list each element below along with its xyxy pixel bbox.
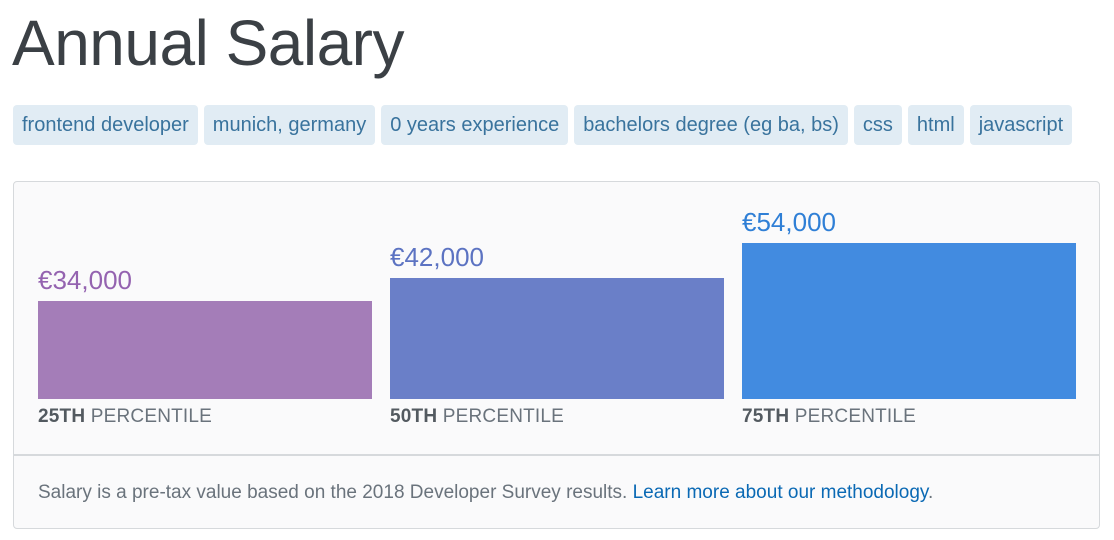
tag-education[interactable]: bachelors degree (eg ba, bs) xyxy=(574,105,848,145)
percentile-rank: 50TH xyxy=(390,406,438,427)
salary-bar xyxy=(742,243,1076,399)
tag-html[interactable]: html xyxy=(907,105,964,145)
percentile-label: 75TH PERCENTILE xyxy=(742,406,917,427)
salary-bar xyxy=(38,301,372,399)
bar-value-label: €42,000 xyxy=(390,242,484,272)
percentile-label: 50TH PERCENTILE xyxy=(390,406,565,427)
tag-location[interactable]: munich, germany xyxy=(203,105,376,145)
bar-value-label: €34,000 xyxy=(38,265,132,295)
salary-card: €34,000 25TH PERCENTILE €42,000 50TH PERCEN… xyxy=(13,181,1100,529)
percentile-label: 25TH PERCENTILE xyxy=(38,406,213,427)
percentile-rank: 25TH xyxy=(38,406,86,427)
tag-javascript[interactable]: javascript xyxy=(969,105,1073,145)
percentile-rank: 75TH xyxy=(742,406,790,427)
card-divider xyxy=(14,454,1099,456)
tag-experience[interactable]: 0 years experience xyxy=(381,105,569,145)
footer-trailing: . xyxy=(928,482,934,503)
bar-value-label: €54,000 xyxy=(742,207,836,237)
page-title: Annual Salary xyxy=(12,7,404,79)
footer-text: Salary is a pre-tax value based on the 2… xyxy=(38,482,633,503)
salary-bar xyxy=(390,278,724,399)
tag-frontend-developer[interactable]: frontend developer xyxy=(13,105,198,145)
salary-bar-chart: €34,000 25TH PERCENTILE €42,000 50TH PERCEN… xyxy=(14,182,1099,456)
methodology-link[interactable]: Learn more about our methodology xyxy=(632,482,928,503)
filter-tags: frontend developer munich, germany 0 yea… xyxy=(13,105,1073,145)
footer-note: Salary is a pre-tax value based on the 2… xyxy=(38,482,933,504)
tag-css[interactable]: css xyxy=(853,105,902,145)
